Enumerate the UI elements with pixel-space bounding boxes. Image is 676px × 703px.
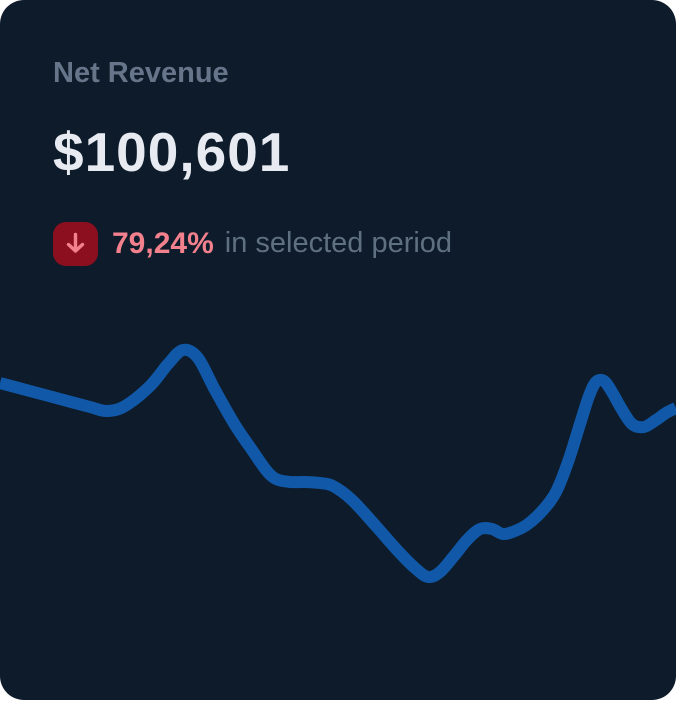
delta-badge — [53, 221, 98, 266]
arrow-down-icon — [66, 232, 85, 253]
sparkline-path — [0, 343, 676, 584]
card-title: Net Revenue — [53, 57, 229, 89]
delta-period-label: in selected period — [224, 227, 453, 259]
delta-percent: 79,24% — [112, 226, 214, 260]
card-content: Net Revenue $100,601 79,24% in selected … — [0, 0, 676, 266]
revenue-value: $100,601 — [53, 121, 291, 183]
delta-row: 79,24% in selected period — [53, 221, 636, 266]
